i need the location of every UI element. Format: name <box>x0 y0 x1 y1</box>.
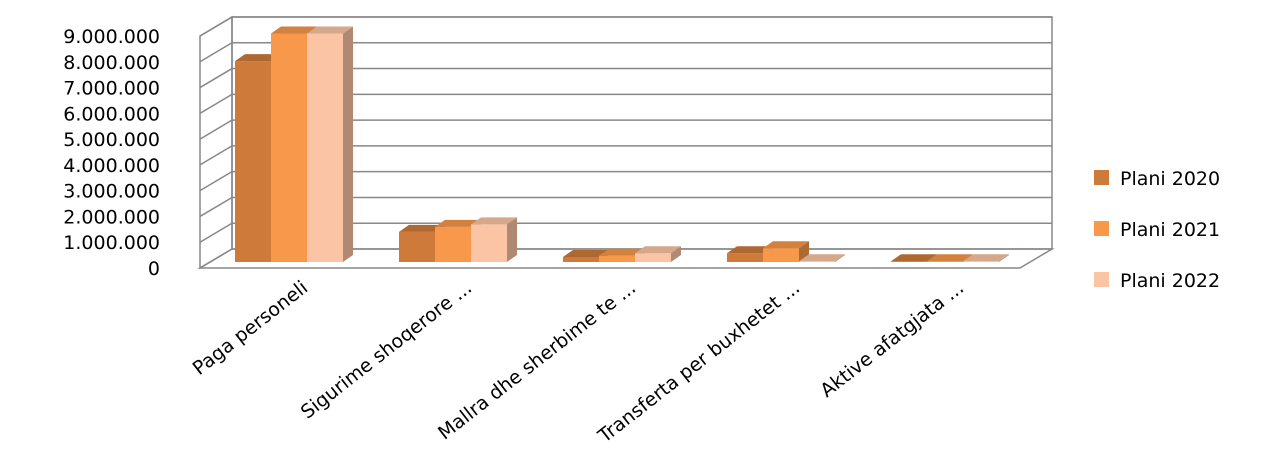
gridline <box>199 16 1052 37</box>
bar-front <box>891 261 927 262</box>
gridline <box>199 196 1052 218</box>
legend-label: Plani 2022 <box>1120 270 1220 292</box>
legend-swatch <box>1094 221 1109 236</box>
bar-top <box>399 224 445 232</box>
y-tick-label: 1.000.000 <box>63 232 160 254</box>
bar-front <box>471 224 507 262</box>
bar-top <box>471 217 517 225</box>
bar-top <box>927 254 973 262</box>
legend-swatch <box>1094 272 1109 287</box>
bar-front <box>799 261 835 262</box>
y-tick-label: 7.000.000 <box>63 78 160 100</box>
gridline <box>199 42 1052 63</box>
gridline <box>199 119 1052 140</box>
bar-front <box>563 256 599 262</box>
gridline <box>199 93 1052 114</box>
bar-top <box>271 26 317 34</box>
bar <box>307 26 353 262</box>
y-tick-label: 3.000.000 <box>63 181 160 203</box>
bar-front <box>727 253 763 262</box>
y-tick-label: 9.000.000 <box>63 26 160 48</box>
bar-top <box>563 249 609 257</box>
bar-front <box>635 253 671 262</box>
bar-side <box>343 26 353 262</box>
category-label: Paga personeli <box>189 277 312 380</box>
legend-item: Plani 2021 <box>1094 219 1220 241</box>
legend-item: Plani 2022 <box>1094 270 1220 292</box>
category-label: Sigurime shoqerore ... <box>297 277 476 424</box>
gridline <box>199 67 1052 89</box>
bar <box>471 217 517 262</box>
bar-front <box>399 231 435 262</box>
y-tick-label: 0 <box>148 258 160 280</box>
y-tick-label: 8.000.000 <box>63 52 160 74</box>
bar-top <box>635 246 681 254</box>
y-tick-label: 2.000.000 <box>63 206 160 228</box>
gridline <box>199 145 1052 166</box>
bar-top <box>235 54 281 62</box>
bar <box>799 254 845 262</box>
bar <box>963 254 1009 262</box>
legend: Plani 2020 Plani 2021 Plani 2022 <box>1094 168 1220 292</box>
bar-side <box>799 241 809 262</box>
category-label: Aktive afatgjata ... <box>816 277 968 402</box>
floor <box>197 248 1055 269</box>
bars <box>235 26 1009 262</box>
bar-top <box>727 246 773 254</box>
gridline <box>199 170 1052 192</box>
legend-label: Plani 2020 <box>1120 168 1220 190</box>
bar-front <box>307 33 343 262</box>
bar-top <box>891 254 937 262</box>
bar-top <box>799 254 845 262</box>
side-wall <box>199 15 233 270</box>
bar-top <box>599 248 645 256</box>
bar-top <box>435 219 481 227</box>
y-axis-ticks: 0 1.000.000 2.000.000 3.000.000 4.000.000 5.0… <box>63 26 160 280</box>
bar-side <box>999 254 1009 262</box>
bar-side <box>835 254 845 262</box>
legend-swatch <box>1094 170 1109 185</box>
legend-item: Plani 2020 <box>1094 168 1220 190</box>
bar-front <box>271 33 307 262</box>
bar-front <box>235 61 271 262</box>
bar-top <box>763 241 809 249</box>
gridline <box>199 222 1052 243</box>
bar-front <box>963 261 999 262</box>
bar-top <box>307 26 353 34</box>
back-wall <box>231 16 1053 250</box>
bar-side <box>507 217 517 262</box>
bar-front <box>763 248 799 262</box>
bar-front <box>599 255 635 262</box>
bar-top <box>963 254 1009 262</box>
bar-front <box>435 226 471 262</box>
y-tick-label: 6.000.000 <box>63 103 160 125</box>
gridlines <box>199 16 1052 243</box>
bar <box>763 241 809 262</box>
y-tick-label: 4.000.000 <box>63 155 160 177</box>
bar <box>635 246 681 262</box>
bar-front <box>927 261 963 262</box>
bar-side <box>671 246 681 262</box>
y-tick-label: 5.000.000 <box>63 129 160 151</box>
legend-label: Plani 2021 <box>1120 219 1220 241</box>
